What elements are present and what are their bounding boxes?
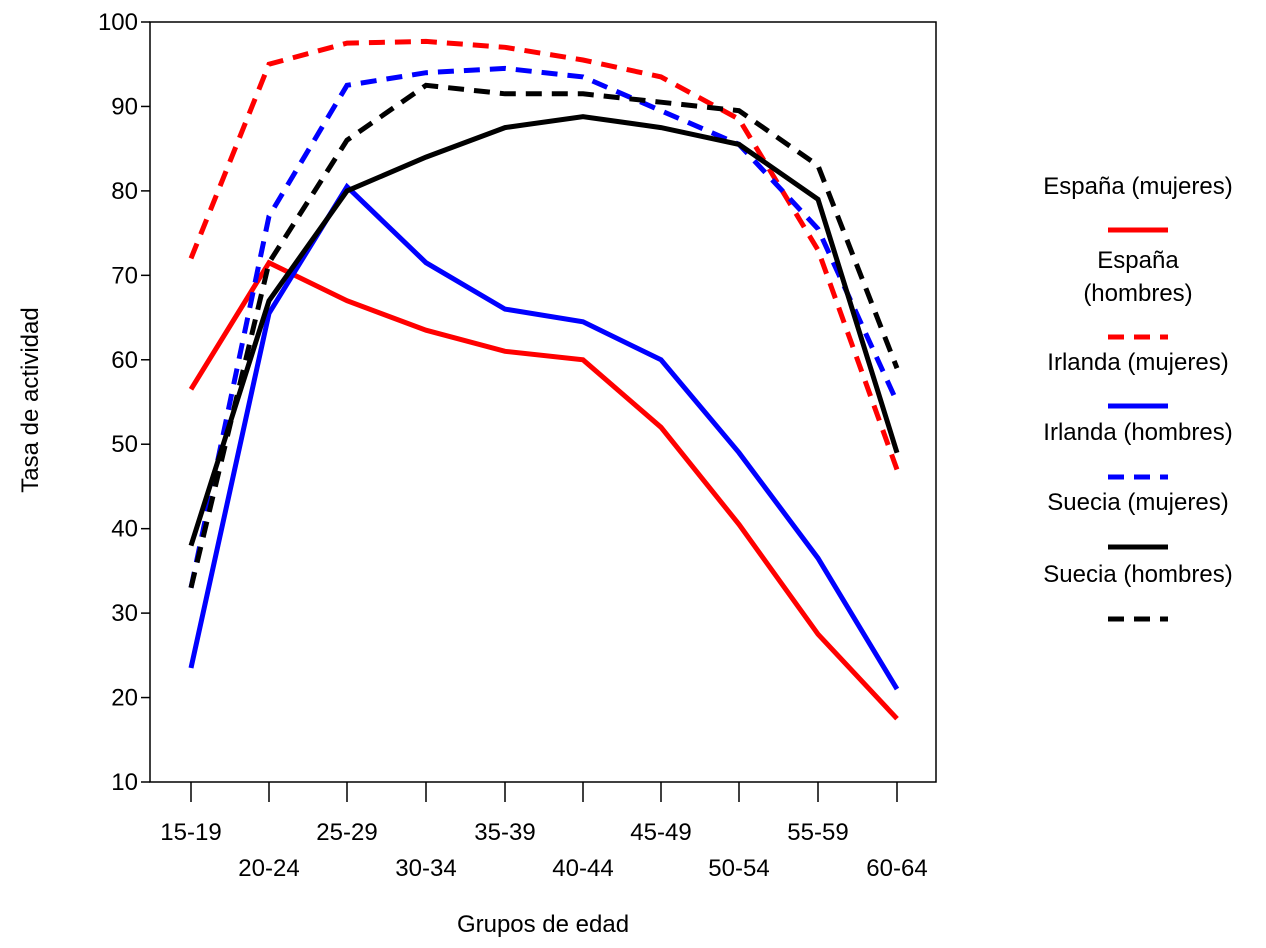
series-line-4 [188, 114, 900, 547]
x-tick-label: 30-34 [395, 855, 456, 882]
x-tick-label: 35-39 [474, 819, 535, 846]
y-tick-label: 30 [111, 600, 138, 627]
y-axis-title: Tasa de actividad [17, 307, 44, 492]
y-tick-label: 70 [111, 262, 138, 289]
x-tick-label: 25-29 [316, 819, 377, 846]
y-tick-label: 90 [111, 93, 138, 120]
y-tick-label: 10 [111, 769, 138, 796]
series-line-1 [188, 38, 900, 471]
legend-label-2: Irlanda (mujeres) [1047, 349, 1228, 376]
x-tick-label: 55-59 [787, 819, 848, 846]
y-axis: 10 20 30 40 50 60 70 80 90 100 [98, 9, 150, 796]
y-tick-label: 80 [111, 178, 138, 205]
x-tick-label: 60-64 [866, 855, 927, 882]
series-line-5 [188, 82, 900, 589]
y-tick-label: 60 [111, 347, 138, 374]
legend-label-4: Suecia (mujeres) [1047, 489, 1228, 516]
plot-area [149, 21, 937, 783]
series-line-3 [188, 65, 900, 589]
legend-label-3: Irlanda (hombres) [1043, 419, 1232, 446]
x-axis: 15-19 20-24 25-29 30-34 35-39 40-44 45-49 50-54… [160, 782, 928, 882]
x-tick-label: 45-49 [630, 819, 691, 846]
series-layer [188, 38, 900, 721]
legend-label-0: España (mujeres) [1043, 173, 1232, 200]
x-tick-label: 15-19 [160, 819, 221, 846]
plot-border [149, 21, 937, 783]
y-tick-label: 20 [111, 685, 138, 712]
legend: España (mujeres) España (hombres) Irlanda (… [1043, 173, 1233, 622]
series-line-0 [188, 259, 899, 721]
x-tick-label: 40-44 [552, 855, 613, 882]
legend-label-1: España (hombres) [1083, 247, 1192, 307]
y-tick-label: 100 [98, 9, 138, 36]
y-tick-label: 50 [111, 431, 138, 458]
x-axis-title: Grupos de edad [457, 911, 629, 938]
x-tick-label: 20-24 [238, 855, 299, 882]
x-tick-label: 50-54 [708, 855, 769, 882]
y-tick-label: 40 [111, 516, 138, 543]
legend-label-5: Suecia (hombres) [1043, 561, 1232, 588]
